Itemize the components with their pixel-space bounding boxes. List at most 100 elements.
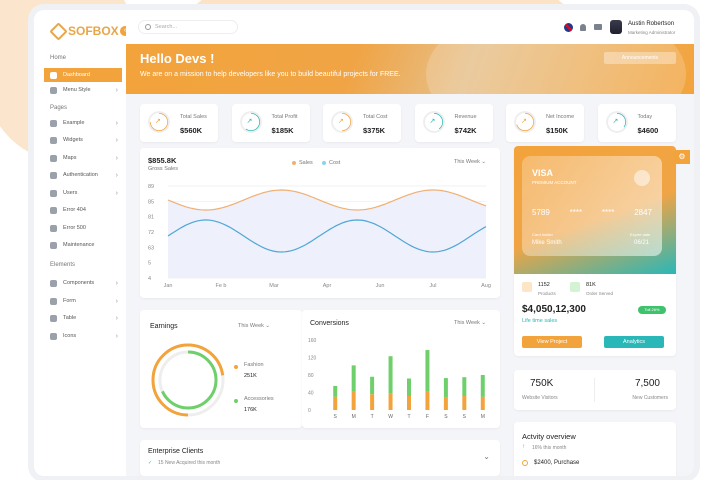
stat-card[interactable]: ↗ Net Income $150K [506, 104, 584, 142]
sidebar-item-label: Error 404 [63, 207, 86, 213]
card-holder-label: Card holder [532, 232, 553, 237]
y-tick-label: 81 [148, 215, 154, 221]
user-name[interactable]: Austin Robertson [628, 21, 675, 27]
menu-toggle-button[interactable]: ‹ [120, 26, 130, 36]
sidebar-item-form[interactable]: Form › [44, 294, 122, 308]
arrow-icon: ↗ [338, 118, 344, 125]
bar-orange [480, 396, 485, 410]
stat-card[interactable]: ↗ Revenue $742K [414, 104, 493, 142]
analytics-label: Analytics [622, 339, 645, 345]
bell-icon[interactable] [580, 24, 586, 31]
lock-icon [50, 171, 57, 179]
gross-sales-card: $855.8K Gross Sales Sales Cost This Week… [140, 148, 500, 298]
x-tick-label: M [481, 414, 485, 420]
orders-count: 81K [586, 282, 596, 288]
chevron-right-icon: › [115, 171, 118, 179]
brand-logo[interactable]: SOFBOX [49, 21, 119, 41]
mail-icon[interactable] [594, 24, 602, 30]
x-tick-label: Aug [481, 283, 491, 289]
x-tick-label: Apr [323, 283, 332, 289]
user-role: Marketing Administrator [628, 30, 676, 35]
earnings-title: Earnings [150, 323, 178, 330]
sidebar-item-error-500[interactable]: Error 500 [44, 221, 122, 235]
x-tick-label: Fe b [215, 283, 226, 289]
enterprise-title: Enterprise Clients [148, 448, 204, 455]
menu-icon [50, 86, 57, 94]
visa-chip [634, 170, 650, 186]
conversions-period-dropdown[interactable]: This Week ⌄ [454, 320, 486, 326]
sidebar-item-menu-style[interactable]: Menu Style › [44, 83, 122, 97]
flag-uk-icon[interactable] [564, 23, 573, 32]
arrow-icon: ↗ [612, 118, 619, 125]
bar-green [425, 350, 430, 392]
arrow-icon: ↗ [246, 118, 253, 125]
sidebar-item-components[interactable]: Components › [44, 276, 122, 290]
chevron-right-icon: › [115, 136, 118, 144]
widgets-icon [50, 136, 57, 144]
progress-ring [514, 111, 536, 133]
table-icon [50, 314, 57, 322]
bar-green [407, 378, 411, 396]
visitors-value: 750K [530, 378, 554, 389]
arrow-icon: ↗ [521, 118, 527, 125]
enterprise-clients-card[interactable]: Enterprise Clients ✓ 15 New Acquired thi… [140, 440, 500, 476]
x-tick-label: Jul [429, 283, 436, 289]
stat-card[interactable]: ↗ Today $4600 [597, 104, 676, 142]
hero-subtitle: We are on a mission to help developers l… [140, 71, 401, 78]
sidebar-item-table[interactable]: Table › [44, 311, 122, 325]
sidebar-item-label: Widgets [63, 137, 83, 143]
conversions-title: Conversions [310, 320, 349, 327]
chevron-down-icon[interactable]: ⌄ [483, 452, 490, 461]
tools-icon [50, 241, 57, 249]
sidebar-item-icons[interactable]: Icons › [44, 329, 122, 343]
stat-label: Total Profit [271, 114, 298, 120]
stat-card[interactable]: ↗ Total Sales $560K [140, 104, 218, 142]
stat-value: $375K [363, 126, 386, 135]
search-box[interactable]: Search... [138, 20, 238, 34]
x-tick-label: M [352, 414, 356, 420]
bar-orange [333, 396, 338, 410]
brand-name: SOFBOX [68, 24, 119, 38]
sidebar-item-dashboard[interactable]: Dashboard [44, 68, 122, 82]
sidebar-item-error-404[interactable]: Error 404 [44, 203, 122, 217]
sidebar-item-users[interactable]: Users › [44, 186, 122, 200]
legend-cost: Cost [322, 160, 340, 166]
sidebar-item-maintenance[interactable]: Maintenance [44, 238, 122, 252]
bar-orange [370, 394, 375, 410]
stat-value: $185K [271, 126, 294, 135]
dashboard-icon [50, 71, 57, 79]
components-icon [50, 279, 57, 287]
activity-sub: 16% this month [532, 445, 567, 451]
analytics-button[interactable]: Analytics [604, 336, 664, 348]
view-project-button[interactable]: View Project [522, 336, 582, 348]
example-icon [50, 119, 57, 127]
bar-green [351, 365, 356, 392]
chevron-right-icon: › [115, 314, 118, 322]
chevron-down-icon: ⌄ [265, 323, 271, 329]
enterprise-sub: 15 New Acquired this month [158, 460, 221, 466]
avatar[interactable] [610, 20, 622, 34]
earnings-period-dropdown[interactable]: This Week ⌄ [238, 323, 270, 329]
hero-wave [426, 44, 686, 94]
sidebar-item-maps[interactable]: Maps › [44, 151, 122, 165]
sidebar-item-widgets[interactable]: Widgets › [44, 133, 122, 147]
chevron-down-icon: ⌄ [481, 320, 487, 326]
users-icon [50, 189, 57, 197]
visitors-label: Website Visitors [522, 395, 558, 401]
chevron-down-icon: ⌄ [481, 159, 487, 165]
sidebar-item-authentication[interactable]: Authentication › [44, 168, 122, 182]
settings-gear-button[interactable]: ⚙ [674, 150, 690, 164]
visa-card[interactable]: VISA PREMIUM ACCOUNT 5789 **** **** 2847 Ca… [522, 156, 662, 256]
gross-period-dropdown[interactable]: This Week ⌄ [454, 159, 486, 165]
announcements-button[interactable]: Announcements [604, 52, 676, 64]
stat-card[interactable]: ↗ Total Cost $375K [323, 104, 401, 142]
sidebar-item-label: Dashboard [63, 72, 90, 78]
chevron-right-icon: › [115, 297, 118, 305]
x-tick-label: S [463, 414, 467, 420]
topbar: Search... Austin Robertson Marketing Adm… [126, 10, 694, 44]
chevron-right-icon: › [115, 86, 118, 94]
sidebar-item-example[interactable]: Example › [44, 116, 122, 130]
search-input[interactable]: Search... [155, 24, 178, 30]
stat-card[interactable]: ↗ Total Profit $185K [231, 104, 310, 142]
